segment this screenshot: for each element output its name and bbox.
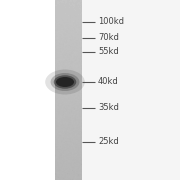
- Text: 40kd: 40kd: [98, 78, 119, 87]
- Ellipse shape: [51, 73, 79, 91]
- Text: 25kd: 25kd: [98, 138, 119, 147]
- Text: 70kd: 70kd: [98, 33, 119, 42]
- Ellipse shape: [45, 69, 85, 94]
- Text: 35kd: 35kd: [98, 103, 119, 112]
- Bar: [0, 0, 55, 180]
- Text: 55kd: 55kd: [98, 48, 119, 57]
- Ellipse shape: [54, 75, 76, 89]
- Text: 100kd: 100kd: [98, 17, 124, 26]
- Bar: [82, 0, 180, 180]
- Ellipse shape: [56, 77, 74, 87]
